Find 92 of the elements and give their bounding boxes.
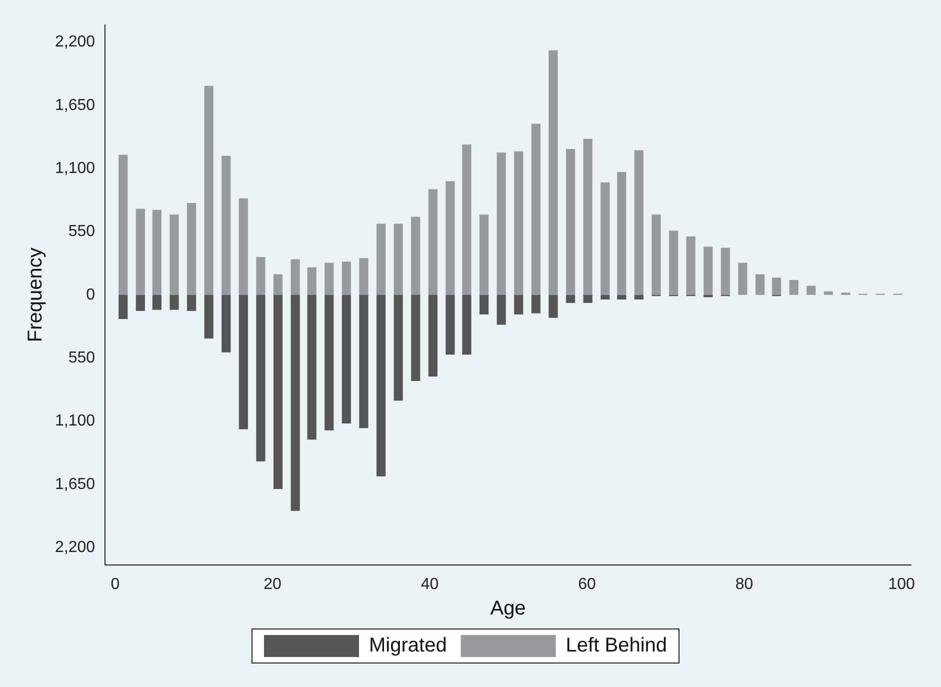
bar — [496, 294, 506, 325]
y-tick-label: 2,200 — [54, 538, 96, 556]
bar — [238, 198, 248, 295]
bar — [118, 294, 128, 320]
bar — [634, 294, 644, 300]
bar — [376, 294, 386, 476]
bar — [772, 278, 782, 295]
bar — [342, 262, 351, 295]
bar — [583, 138, 592, 295]
bar — [428, 189, 438, 295]
x-tick-label: 60 — [578, 576, 596, 593]
bar — [531, 124, 540, 295]
bar — [136, 208, 145, 295]
bar — [238, 294, 248, 430]
bar — [548, 294, 558, 318]
bar — [806, 286, 816, 295]
bar — [256, 294, 266, 462]
bar — [307, 294, 316, 440]
bar — [428, 294, 438, 376]
bar — [204, 86, 214, 295]
bar — [411, 216, 420, 295]
bar — [222, 156, 231, 295]
bar — [411, 294, 420, 382]
bar — [307, 267, 316, 295]
bar — [152, 210, 162, 295]
bar — [359, 294, 368, 428]
bar — [479, 294, 489, 314]
bar — [668, 230, 678, 295]
x-tick-label: 40 — [420, 576, 439, 593]
y-tick-label: 550 — [68, 223, 96, 240]
bar — [462, 144, 472, 295]
y-tick-label: 2,200 — [54, 34, 96, 51]
bar — [290, 259, 300, 295]
bar — [514, 151, 524, 295]
bar — [566, 294, 576, 303]
y-tick-label: 0 — [86, 286, 96, 304]
bar — [186, 203, 196, 295]
bar — [720, 248, 730, 295]
bar — [324, 262, 334, 295]
bar — [824, 291, 833, 295]
bar — [273, 294, 283, 489]
bar — [290, 294, 300, 511]
x-tick-label: 100 — [888, 576, 916, 593]
x-tick-label: 80 — [735, 576, 754, 593]
y-tick-label: 1,100 — [54, 160, 96, 177]
bar — [600, 182, 610, 295]
bar — [789, 280, 798, 295]
bar — [152, 294, 162, 310]
bar — [204, 294, 214, 339]
bar — [222, 294, 231, 352]
y-tick-label: 1,100 — [54, 412, 96, 430]
x-axis-title: Age — [490, 598, 526, 620]
bar — [394, 294, 403, 401]
y-tick-label: 1,650 — [54, 96, 96, 114]
bar — [496, 152, 506, 295]
bar — [342, 294, 351, 424]
bar — [755, 274, 765, 295]
bar — [462, 294, 472, 355]
bar — [394, 224, 403, 295]
bar — [446, 294, 455, 355]
bar — [531, 294, 540, 314]
bar — [704, 246, 713, 295]
legend-label: Migrated — [369, 634, 447, 657]
bar — [324, 294, 334, 430]
bar — [686, 236, 696, 295]
bar — [583, 294, 592, 303]
bar — [118, 154, 128, 295]
y-tick-label: 1,650 — [54, 476, 96, 493]
bar — [617, 172, 626, 295]
bar — [738, 262, 748, 295]
x-tick-label: 20 — [264, 576, 282, 593]
bar — [170, 294, 179, 310]
bar — [548, 50, 558, 295]
bar — [136, 294, 145, 311]
bar — [273, 274, 283, 295]
bar — [514, 294, 524, 314]
y-tick-label: 550 — [68, 349, 96, 366]
bar — [256, 257, 266, 295]
bar — [186, 294, 196, 311]
bar — [600, 294, 610, 300]
bar — [652, 214, 661, 295]
bar — [170, 214, 179, 295]
y-axis-title: Frequency — [24, 248, 47, 342]
bar — [359, 258, 368, 295]
bar — [479, 214, 489, 295]
bar — [376, 224, 386, 295]
bar — [566, 149, 576, 295]
bar — [617, 294, 626, 300]
legend-label: Left Behind — [566, 634, 668, 657]
bar — [634, 150, 644, 295]
bar — [446, 181, 455, 295]
x-tick-label: 0 — [110, 576, 120, 593]
